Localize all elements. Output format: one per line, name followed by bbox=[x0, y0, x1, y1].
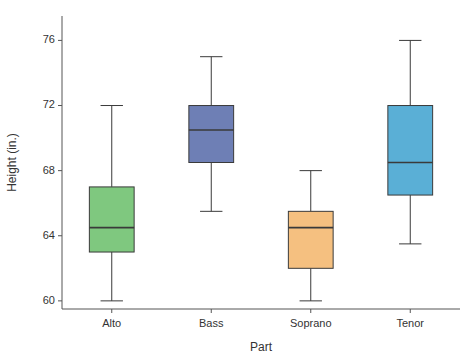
x-tick-label: Alto bbox=[102, 317, 121, 329]
whisker-high bbox=[111, 106, 112, 187]
cap-low bbox=[399, 243, 421, 244]
whisker-high bbox=[410, 40, 411, 105]
median bbox=[388, 162, 433, 164]
median bbox=[189, 129, 234, 131]
x-tick-label: Soprano bbox=[290, 317, 332, 329]
plot-area bbox=[89, 40, 432, 300]
y-tick-label: 76 bbox=[43, 33, 55, 45]
whisker-high bbox=[310, 171, 311, 212]
y-axis-label: Height (in.) bbox=[5, 133, 19, 192]
median bbox=[288, 227, 333, 229]
box bbox=[388, 106, 433, 196]
y-tick bbox=[58, 235, 62, 236]
x-tick bbox=[111, 309, 112, 313]
y-tick-label: 64 bbox=[43, 229, 55, 241]
y-tick-label: 72 bbox=[43, 98, 55, 110]
median bbox=[89, 227, 134, 229]
y-tick-label: 68 bbox=[43, 164, 55, 176]
whisker-high bbox=[211, 57, 212, 106]
x-axis-label: Part bbox=[250, 340, 273, 354]
x-tick bbox=[410, 309, 411, 313]
cap-low bbox=[300, 300, 322, 301]
box bbox=[89, 187, 134, 252]
chart: 60 64 68 72 76 Alto Bass Soprano Tenor Part Height… bbox=[0, 0, 476, 361]
y-axis-line bbox=[62, 16, 63, 309]
y-tick-label: 60 bbox=[43, 294, 55, 306]
y-tick bbox=[58, 105, 62, 106]
whisker-low bbox=[211, 163, 212, 212]
chart-container: 60 64 68 72 76 Alto Bass Soprano Tenor Part Height… bbox=[0, 0, 476, 361]
whisker-low bbox=[111, 252, 112, 301]
x-tick-label: Tenor bbox=[396, 317, 424, 329]
box bbox=[189, 106, 234, 163]
whisker-low bbox=[310, 268, 311, 301]
y-tick bbox=[58, 170, 62, 171]
whisker-low bbox=[410, 195, 411, 244]
x-tick-label: Bass bbox=[199, 317, 224, 329]
cap-high bbox=[200, 56, 222, 57]
cap-low bbox=[101, 300, 123, 301]
cap-high bbox=[300, 170, 322, 171]
box bbox=[288, 211, 333, 268]
y-tick bbox=[58, 40, 62, 41]
x-tick bbox=[211, 309, 212, 313]
cap-high bbox=[399, 40, 421, 41]
cap-high bbox=[101, 105, 123, 106]
x-axis-line bbox=[62, 309, 460, 310]
x-tick bbox=[310, 309, 311, 313]
y-tick bbox=[58, 300, 62, 301]
cap-low bbox=[200, 211, 222, 212]
